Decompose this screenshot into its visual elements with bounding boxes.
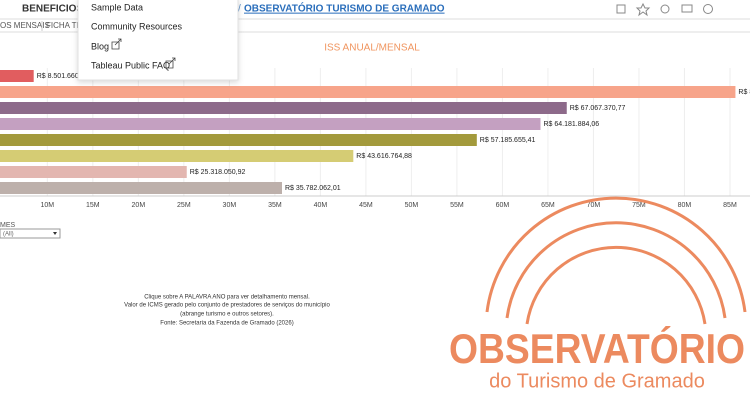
note: Clique sobre A PALAVRA ANO para ver deta… (144, 295, 310, 301)
toolbar-icons (616, 2, 713, 17)
logo-arcs (485, 196, 747, 325)
x-tick-label: 25M (177, 202, 191, 209)
x-tick-label: 45M (359, 202, 373, 209)
separator: / (238, 4, 241, 15)
bar (0, 102, 567, 114)
filter-value: (All) (3, 232, 14, 238)
logo-name: OBSERVATÓRIO (449, 324, 745, 372)
x-tick-label: 85M (723, 202, 737, 209)
logo-subtitle: do Turismo de Gramado (489, 370, 705, 392)
x-tick-label: 55M (450, 202, 464, 209)
filter-dropdown[interactable] (0, 228, 61, 239)
value-label: R$ 67.067.370,77 (570, 105, 626, 112)
external-link-icon (165, 57, 176, 69)
note: Fonte: Secretaria da Fazenda de Gramado … (160, 321, 293, 327)
value-label: R$ 25.318.050,92 (190, 169, 246, 176)
dropdown-menu: Sample Data Community Resources Blog Tab… (77, 0, 239, 81)
dashboard-title: BENEFICIOS (22, 4, 83, 15)
value-label: R$ 43.616.764,88 (356, 153, 412, 160)
bar (0, 182, 282, 194)
bar (0, 118, 541, 130)
logo-arc (505, 221, 727, 319)
menu-item[interactable]: Tableau Public FAQ (91, 60, 170, 70)
bar (0, 134, 477, 146)
x-tick-label: 15M (86, 202, 100, 209)
x-tick-label: 60M (496, 202, 510, 209)
bar (0, 86, 736, 98)
x-tick-label: 65M (541, 202, 555, 209)
notes: Clique sobre A PALAVRA ANO para ver deta… (124, 295, 330, 327)
tab[interactable]: OS MENSAIS (0, 21, 50, 30)
bar (0, 166, 187, 178)
copy-icon[interactable] (616, 4, 626, 14)
x-tick-label: 40M (314, 202, 328, 209)
x-tick-label: 70M (587, 202, 601, 209)
bar (0, 150, 354, 162)
menu-item[interactable]: Blog (91, 41, 109, 51)
chart-title: ISS ANUAL/MENSAL (324, 43, 420, 54)
x-tick-label: 30M (223, 202, 237, 209)
x-tick-label: 20M (132, 202, 146, 209)
filter-label: MES (0, 222, 16, 229)
menu-item[interactable]: Sample Data (91, 2, 143, 12)
value-label: R$ 57.185.655,41 (480, 137, 536, 144)
note: (abrange turismo e outros setores). (180, 312, 274, 318)
x-tick-label: 35M (268, 202, 282, 209)
tab[interactable]: FICHA TÉC (46, 21, 88, 30)
external-link-icon (111, 38, 122, 50)
menu-panel (77, 0, 239, 81)
logo-backdrop (440, 330, 750, 370)
x-tick-label: 75M (632, 202, 646, 209)
author-link[interactable]: OBSERVATÓRIO TURISMO DE GRAMADO (244, 2, 445, 15)
menu-item[interactable]: Community Resources (91, 21, 183, 31)
value-label: R$ 85 (738, 89, 750, 96)
logo-arc (485, 196, 747, 313)
logo-arc (525, 245, 707, 325)
value-label: R$ 64.181.884,06 (543, 121, 599, 128)
bar (0, 70, 34, 82)
x-tick-label: 10M (41, 202, 55, 209)
present-icon[interactable] (681, 4, 693, 13)
info-icon[interactable] (703, 4, 713, 14)
x-tick-label: 50M (405, 202, 419, 209)
plot: 10M 15M 20M 25M 30M 35M 40M 45M 50M 55M 60M 65M 70M 7… (0, 68, 750, 209)
x-tick-label: 80M (678, 202, 692, 209)
value-label: R$ 35.782.062,01 (285, 185, 341, 192)
share-icon[interactable] (660, 4, 670, 14)
dropdown-arrow (53, 232, 57, 235)
favorite-icon[interactable] (635, 2, 651, 17)
value-label: R$ 8.501.660,5 (37, 73, 85, 80)
note: Valor de ICMS gerado pelo conjunto de pr… (124, 303, 330, 309)
